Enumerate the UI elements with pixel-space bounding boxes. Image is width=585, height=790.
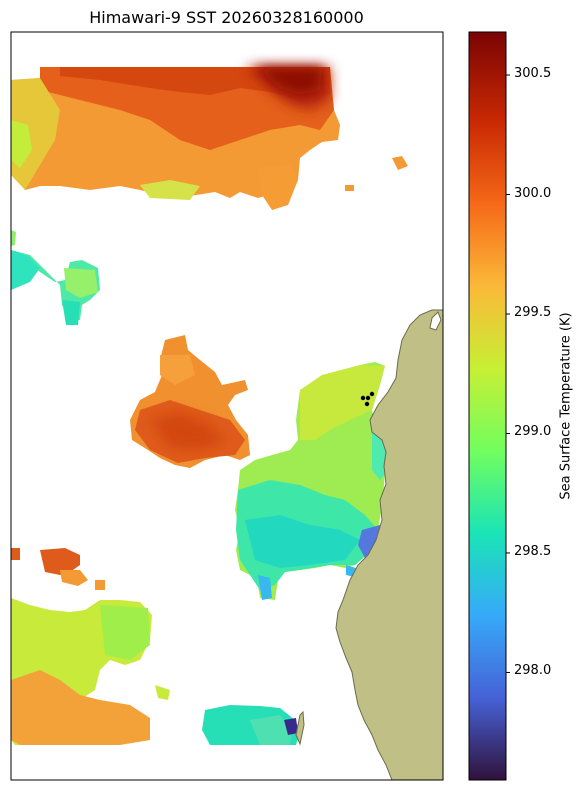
colorbar-tick-label: 298.5	[514, 543, 552, 559]
map-frame	[10, 31, 444, 781]
station-marker	[360, 395, 366, 401]
colorbar-tick-label: 299.5	[514, 304, 552, 320]
coastal-island	[295, 710, 305, 746]
sst-patch-south	[202, 705, 300, 745]
coastal-inlet	[429, 311, 442, 331]
sst-patch-north	[11, 67, 408, 210]
station-marker	[364, 401, 370, 407]
sst-patch-west	[11, 230, 100, 325]
coastline-land	[335, 309, 443, 780]
colorbar-tick-label: 300.0	[514, 185, 552, 201]
colorbar	[468, 31, 507, 781]
station-markers	[360, 391, 375, 407]
station-marker	[365, 395, 371, 401]
map-title: Himawari-9 SST 20260328160000	[89, 8, 364, 27]
sst-data-layer	[11, 67, 443, 780]
sst-patch-center	[130, 335, 250, 468]
station-marker	[369, 391, 375, 397]
sst-patch-southwest	[11, 548, 170, 745]
colorbar-tick-label: 300.5	[514, 66, 552, 82]
colorbar-tick-label: 299.0	[514, 424, 552, 440]
colorbar-ticks	[506, 74, 510, 673]
colorbar-tick-label: 298.0	[514, 663, 552, 679]
sst-patch-east	[235, 362, 388, 600]
colorbar-label: Sea Surface Temperature (K)	[558, 312, 574, 500]
